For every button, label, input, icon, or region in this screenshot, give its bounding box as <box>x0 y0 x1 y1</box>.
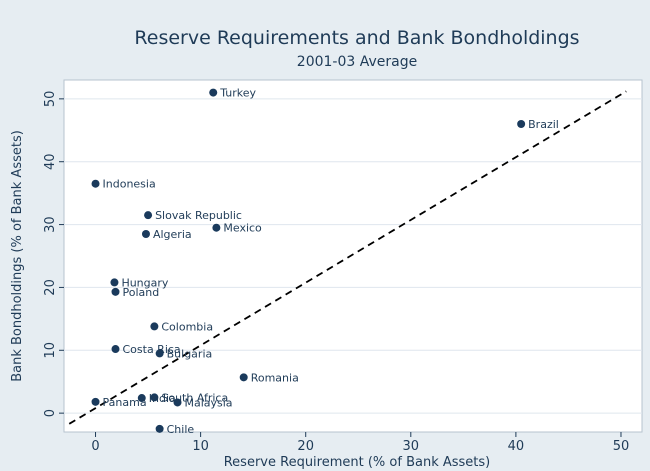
point-label: Slovak Republic <box>155 209 242 222</box>
point-label-layer: Turkey Brazil Indonesia Slovak RepublicMexi… <box>103 87 559 436</box>
data-point <box>111 345 120 354</box>
data-point <box>141 230 150 238</box>
y-tick-label: 10 <box>43 342 58 359</box>
point-label: Chile <box>167 423 195 436</box>
tick-layer: 0 10 20 30 40 50 0 10 20 30 40 50 <box>43 91 629 454</box>
data-point <box>155 424 164 433</box>
data-point <box>239 373 248 382</box>
fit-line <box>68 90 627 425</box>
point-label: South Africa <box>161 391 228 404</box>
y-tick-label: 40 <box>43 153 58 170</box>
y-tick-label: 0 <box>43 409 58 417</box>
x-tick-label: 50 <box>613 439 630 454</box>
x-tick-label: 0 <box>91 439 99 454</box>
data-point <box>173 398 182 407</box>
data-point <box>150 322 159 331</box>
data-point <box>144 211 153 220</box>
chart-subtitle: 2001-03 Average <box>297 54 417 70</box>
x-tick-label: 40 <box>508 439 525 454</box>
y-tick-label: 30 <box>43 216 58 233</box>
point-label: Turkey <box>219 87 256 100</box>
y-axis-label: Bank Bondholdings (% of Bank Assets) <box>10 130 25 382</box>
x-tick-label: 20 <box>297 439 314 454</box>
data-point <box>110 278 119 287</box>
y-tick-label: 50 <box>43 91 58 108</box>
data-point <box>91 397 100 406</box>
data-point <box>137 394 146 403</box>
point-label: Poland <box>122 286 159 299</box>
point-label: Malaysia <box>184 396 232 409</box>
point-label: Bulgaria <box>167 347 213 360</box>
data-point <box>111 287 120 296</box>
point-label: Costa Rica <box>122 343 180 356</box>
point-label: Algeria <box>153 228 192 241</box>
point-label: Indonesia <box>103 178 156 191</box>
x-tick-label: 30 <box>403 439 420 454</box>
data-point <box>517 120 526 128</box>
data-point <box>150 393 159 402</box>
point-label: Panama <box>103 396 147 409</box>
point-label: India <box>149 392 176 405</box>
x-tick-label: 10 <box>192 439 209 454</box>
point-label: Brazil <box>528 118 559 131</box>
chart-title: Reserve Requirements and Bank Bondholdin… <box>134 27 579 49</box>
point-label: Romania <box>251 371 299 384</box>
y-tick-label: 20 <box>43 279 58 296</box>
data-point <box>209 88 218 97</box>
fit-line-layer <box>68 90 627 425</box>
point-label: Mexico <box>223 222 262 235</box>
point-label: Colombia <box>161 320 213 333</box>
x-axis-label: Reserve Requirement (% of Bank Assets) <box>224 455 491 470</box>
data-point <box>155 349 164 358</box>
data-point <box>212 223 221 232</box>
data-point <box>91 179 100 188</box>
point-layer <box>91 88 526 433</box>
point-label: Hungary <box>121 276 168 289</box>
